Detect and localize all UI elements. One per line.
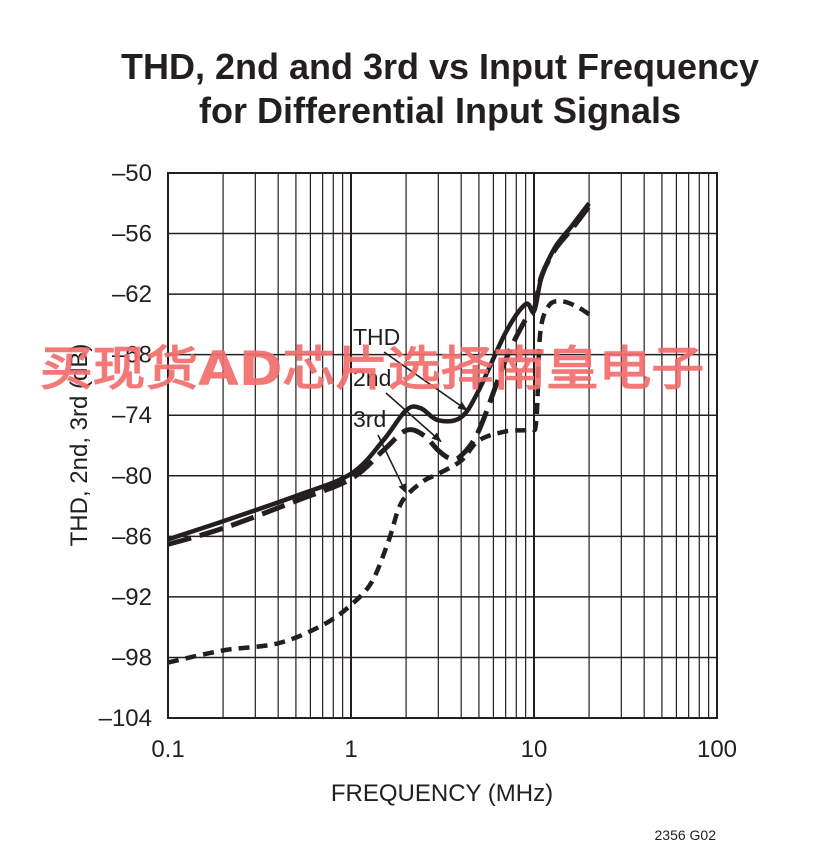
annotations: THD 2nd 3rd xyxy=(353,324,468,494)
chart-title-line1: THD, 2nd and 3rd vs Input Frequency xyxy=(121,46,759,87)
watermark: 买现货AD芯片选择南皇电子 xyxy=(40,342,704,397)
y-tick-label: –56 xyxy=(112,221,152,248)
x-tick-label: 100 xyxy=(697,736,737,763)
annotation-3rd-arrow xyxy=(377,434,407,494)
y-axis-label: THD, 2nd, 3rd (dB) xyxy=(66,344,93,547)
y-tick-label: –86 xyxy=(112,523,152,550)
y-tick-label: –104 xyxy=(99,705,152,732)
series-lines xyxy=(167,201,592,665)
series-2nd-line xyxy=(167,204,592,547)
figure-code: 2356 G02 xyxy=(655,827,717,843)
x-tick-label: 1 xyxy=(344,736,357,763)
y-tick-label: –74 xyxy=(112,402,152,429)
annotation-2nd-label: 2nd xyxy=(353,365,391,391)
x-tick-label: 10 xyxy=(521,736,548,763)
y-tick-label: –62 xyxy=(112,281,152,308)
chart-title-line2: for Differential Input Signals xyxy=(199,90,681,131)
x-axis-label: FREQUENCY (MHz) xyxy=(331,780,553,807)
grid xyxy=(167,172,718,719)
annotation-thd-arrow xyxy=(383,351,468,411)
annotation-thd-label: THD xyxy=(353,324,400,350)
tick-labels: –50 –56 –62 –68 –74 –80 –86 –92 –98 –104 0.1 1 10 100 xyxy=(99,160,737,763)
plot-frame xyxy=(167,172,718,719)
y-tick-label: –68 xyxy=(112,342,152,369)
y-tick-label: –92 xyxy=(112,584,152,611)
y-tick-label: –80 xyxy=(112,463,152,490)
y-tick-label: –98 xyxy=(112,644,152,671)
annotation-2nd-arrow xyxy=(385,392,442,443)
series-3rd-line xyxy=(167,298,591,665)
y-tick-label: –50 xyxy=(112,160,152,187)
x-tick-label: 0.1 xyxy=(151,736,184,763)
annotation-3rd-label: 3rd xyxy=(353,406,386,432)
